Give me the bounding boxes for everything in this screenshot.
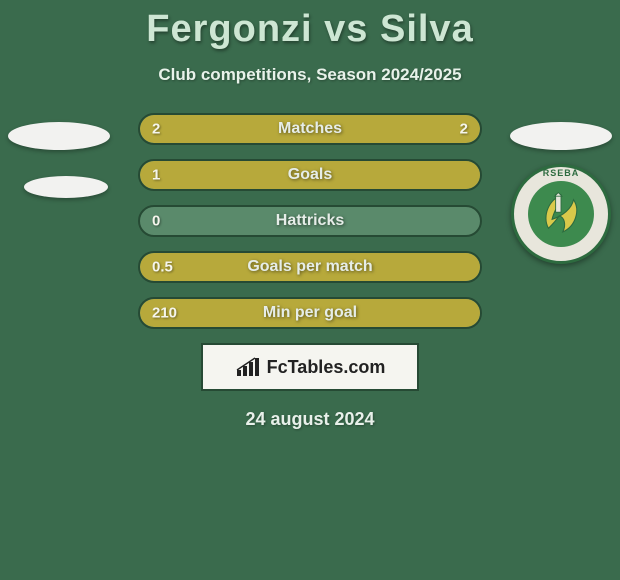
right-player-shapes: RSEBA [510, 122, 612, 264]
club-badge-text: RSEBA [543, 168, 580, 178]
stat-bar: 1 Goals [138, 159, 482, 191]
club-badge: RSEBA [511, 164, 611, 264]
club-badge-inner-icon [536, 189, 586, 239]
stat-value-left: 0 [152, 213, 160, 230]
brand-box: FcTables.com [201, 343, 419, 391]
stat-label: Matches [278, 120, 342, 138]
player-left-ellipse-1 [8, 122, 110, 150]
stat-bar: 2 Matches 2 [138, 113, 482, 145]
stat-label: Goals [288, 166, 332, 184]
player-right-ellipse-1 [510, 122, 612, 150]
stat-bar: 0.5 Goals per match [138, 251, 482, 283]
stat-bar: 210 Min per goal [138, 297, 482, 329]
page-subtitle: Club competitions, Season 2024/2025 [0, 65, 620, 85]
stat-value-left: 2 [152, 121, 160, 138]
brand-text: FcTables.com [267, 357, 386, 378]
stat-value-left: 0.5 [152, 259, 173, 276]
stat-bar: 0 Hattricks [138, 205, 482, 237]
stat-value-left: 1 [152, 167, 160, 184]
stat-value-right: 2 [460, 121, 468, 138]
stat-label: Goals per match [247, 258, 372, 276]
stat-label: Hattricks [276, 212, 344, 230]
left-player-shapes [8, 122, 110, 198]
stat-value-left: 210 [152, 305, 177, 322]
date-text: 24 august 2024 [0, 409, 620, 430]
page-title: Fergonzi vs Silva [0, 0, 620, 51]
brand-bar-chart-icon [235, 356, 261, 378]
stat-row: 210 Min per goal [0, 297, 620, 329]
player-left-ellipse-2 [24, 176, 108, 198]
stat-label: Min per goal [263, 304, 357, 322]
